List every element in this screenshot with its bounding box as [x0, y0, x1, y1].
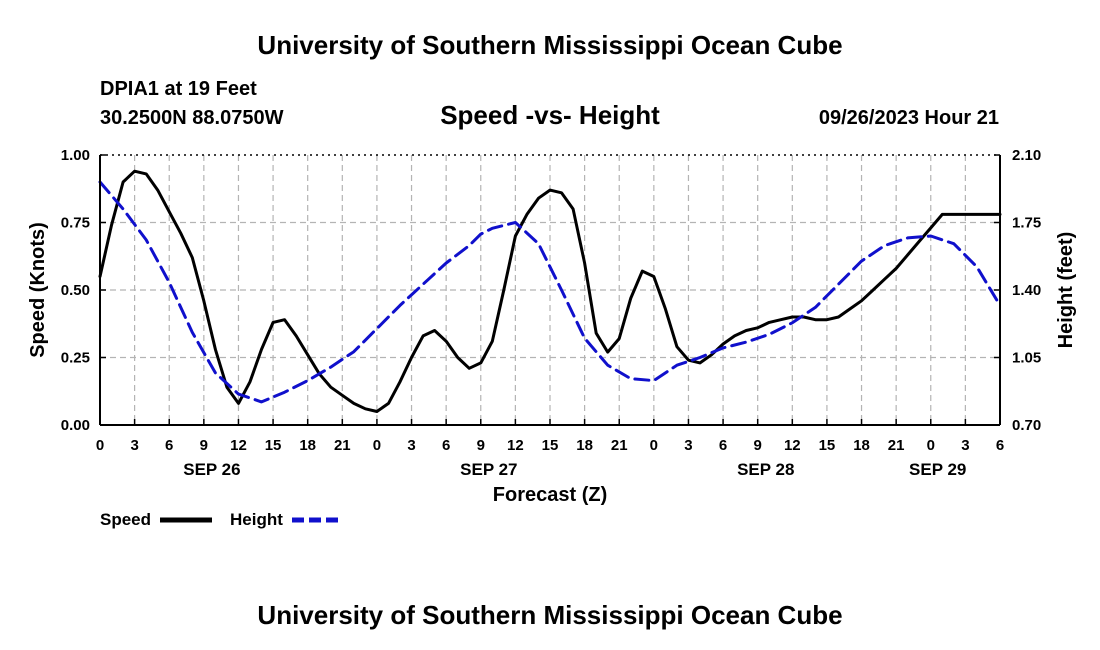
y-tick-label: 1.00 — [61, 147, 90, 164]
chart-title: Speed -vs- Height — [440, 100, 660, 130]
x-tick-label: 21 — [334, 437, 351, 454]
y2-tick-label: 1.05 — [1012, 350, 1041, 367]
y2-tick-label: 0.70 — [1012, 417, 1041, 434]
footer-title: University of Southern Mississippi Ocean… — [257, 600, 842, 630]
y2-tick-label: 1.75 — [1012, 215, 1041, 232]
x-tick-label: 3 — [961, 437, 969, 454]
x-tick-label: 9 — [477, 437, 485, 454]
x-tick-label: 15 — [542, 437, 559, 454]
y-axis-label: Speed (Knots) — [27, 222, 49, 358]
x-tick-label: 9 — [754, 437, 762, 454]
x-tick-label: 3 — [684, 437, 692, 454]
legend-speed-label: Speed — [100, 510, 151, 529]
page-title: University of Southern Mississippi Ocean… — [257, 30, 842, 60]
x-tick-label: 0 — [927, 437, 935, 454]
x-tick-label: 9 — [200, 437, 208, 454]
location-label: 30.2500N 88.0750W — [100, 107, 284, 129]
date-label: SEP 26 — [183, 460, 240, 479]
axes — [99, 154, 1001, 426]
station-label: DPIA1 at 19 Feet — [100, 78, 257, 100]
x-tick-label: 18 — [576, 437, 593, 454]
y2-axis-label: Height (feet) — [1055, 232, 1077, 349]
x-tick-label: 3 — [130, 437, 138, 454]
y-tick-label: 0.50 — [61, 282, 90, 299]
x-tick-label: 21 — [888, 437, 905, 454]
x-tick-label: 0 — [650, 437, 658, 454]
y-tick-label: 0.75 — [61, 215, 90, 232]
x-tick-label: 6 — [442, 437, 450, 454]
y-tick-label: 0.00 — [61, 417, 90, 434]
tick-labels: 0 3 6 9 12 15 18 21 0 3 6 9 12 15 18 21 0 3 6 9 12 15 18 21 0 3 60… — [61, 147, 1041, 479]
series-group — [98, 169, 1002, 413]
x-tick-label: 18 — [853, 437, 870, 454]
x-tick-label: 15 — [265, 437, 282, 454]
height-series-line — [98, 180, 1002, 404]
date-label: SEP 27 — [460, 460, 517, 479]
x-tick-label: 3 — [407, 437, 415, 454]
speed-series-line — [98, 169, 1002, 413]
x-tick-label: 0 — [373, 437, 381, 454]
x-tick-label: 6 — [719, 437, 727, 454]
x-tick-label: 6 — [996, 437, 1004, 454]
y-tick-label: 0.25 — [61, 350, 90, 367]
x-tick-label: 21 — [611, 437, 628, 454]
x-tick-label: 6 — [165, 437, 173, 454]
x-tick-label: 12 — [230, 437, 247, 454]
x-tick-label: 15 — [819, 437, 836, 454]
x-tick-label: 0 — [96, 437, 104, 454]
x-tick-label: 12 — [507, 437, 524, 454]
x-axis-label: Forecast (Z) — [493, 484, 607, 506]
x-tick-label: 18 — [299, 437, 316, 454]
y2-tick-label: 1.40 — [1012, 282, 1041, 299]
grid — [100, 154, 1000, 425]
y2-tick-label: 2.10 — [1012, 147, 1041, 164]
legend-height-label: Height — [230, 510, 283, 529]
timestamp-label: 09/26/2023 Hour 21 — [819, 107, 999, 129]
legend: Speed Height — [100, 510, 342, 529]
x-tick-label: 12 — [784, 437, 801, 454]
date-label: SEP 28 — [737, 460, 794, 479]
date-label: SEP 29 — [909, 460, 966, 479]
